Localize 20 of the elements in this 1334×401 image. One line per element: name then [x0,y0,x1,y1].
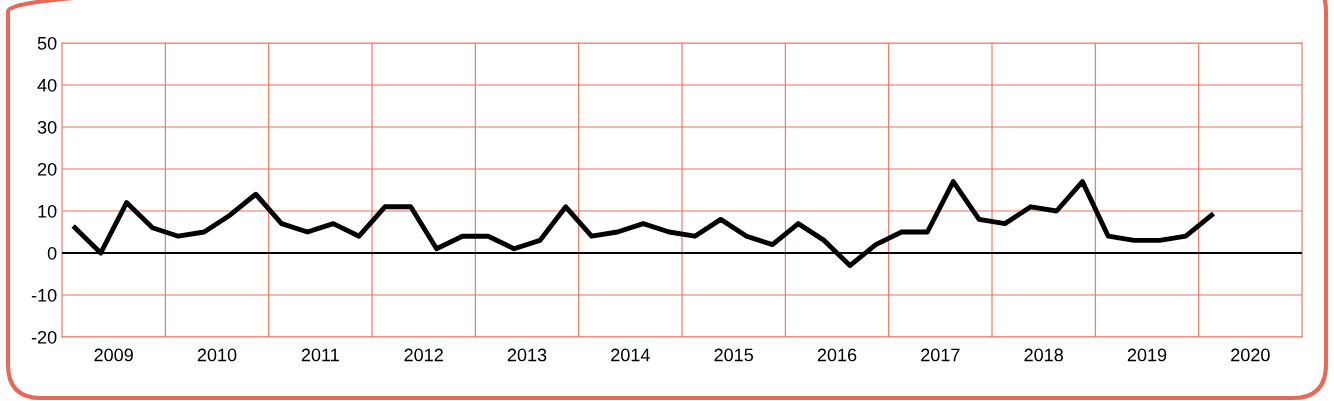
x-tick-label: 2012 [404,348,443,362]
x-tick-label: 2017 [921,348,960,362]
y-tick-label: 0 [47,246,57,260]
y-tick-label: 30 [37,120,57,134]
x-tick-label: 2015 [714,348,753,362]
x-tick-label: 2016 [817,348,857,362]
x-tick-label: 2011 [301,348,339,362]
y-tick-label: 50 [37,36,57,50]
y-tick-label: -10 [31,288,57,302]
x-tick-label: 2010 [197,348,237,362]
y-tick-label: 10 [38,204,57,218]
x-tick-label: 2009 [94,348,133,362]
x-tick-label: 2013 [507,348,547,362]
x-tick-label: 2020 [1231,348,1270,362]
x-tick-label: 2014 [611,348,650,362]
x-tick-label: 2019 [1127,348,1167,362]
y-tick-label: 20 [37,162,57,176]
y-tick-label: -20 [31,330,57,344]
x-tick-label: 2018 [1024,348,1063,362]
y-tick-label: 40 [37,78,57,92]
